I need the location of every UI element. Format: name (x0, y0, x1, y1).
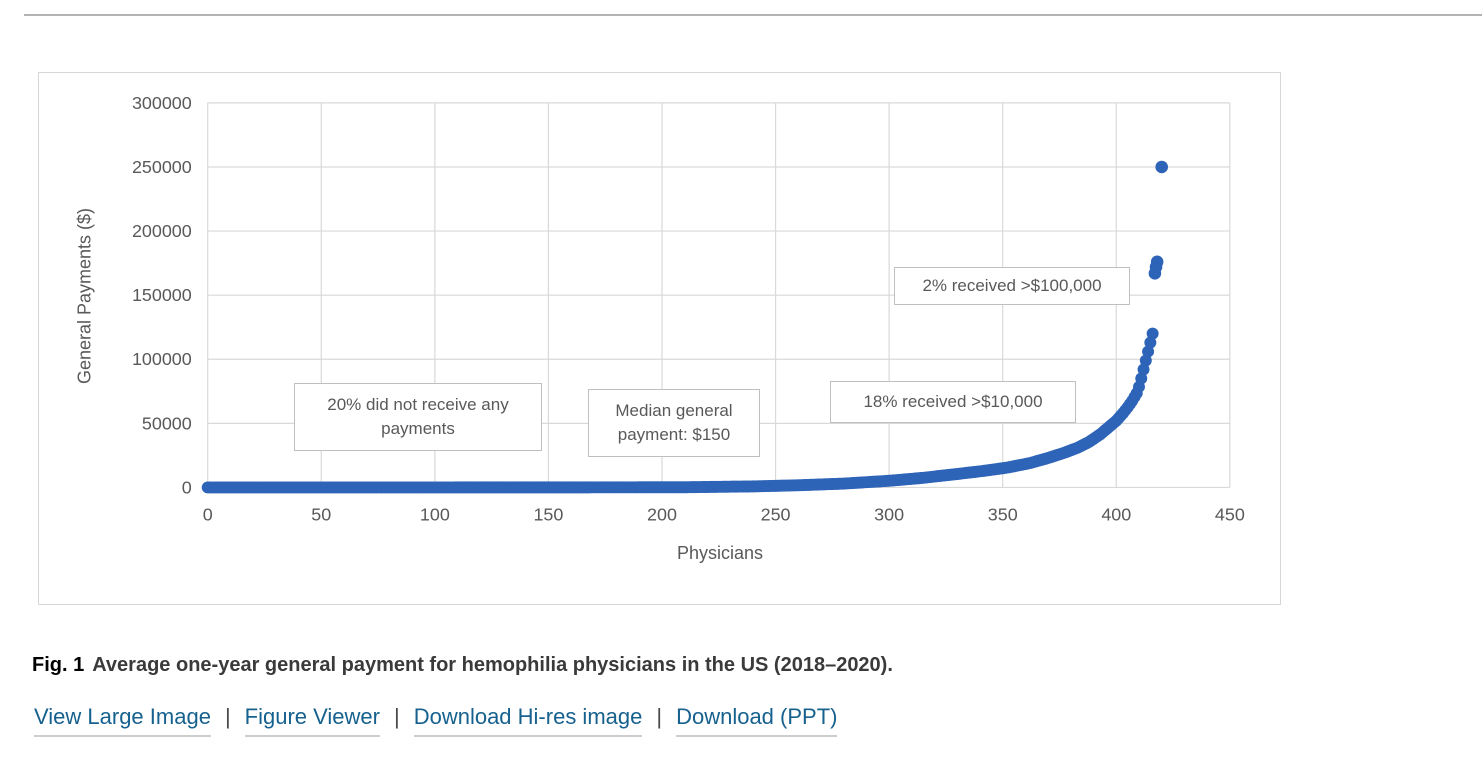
download-hires-link[interactable]: Download Hi-res image (413, 704, 643, 737)
figure-links: View Large Image | Figure Viewer | Downl… (34, 704, 838, 737)
x-tick-label: 0 (203, 504, 213, 524)
chart-svg: 0 50000 100000 150000 200000 250000 300000 0 50 1… (132, 93, 1245, 524)
top-divider (24, 14, 1482, 16)
x-tick-label: 300 (874, 504, 904, 524)
x-tick-label: 100 (420, 504, 450, 524)
x-tick-label: 250 (761, 504, 791, 524)
link-separator: | (656, 704, 663, 729)
outlier-point (1150, 255, 1164, 269)
x-axis-title: Physicians (676, 543, 764, 563)
x-tick-label: 400 (1101, 504, 1131, 524)
download-ppt-link[interactable]: Download (PPT) (676, 704, 838, 737)
data-point (1139, 354, 1152, 367)
figure-caption-text: Average one-year general payment for hem… (92, 654, 893, 676)
figure-viewer-link[interactable]: Figure Viewer (244, 704, 380, 737)
x-tick-label: 450 (1215, 504, 1245, 524)
outlier-point (1155, 160, 1168, 174)
y-axis-title: General Payments ($) (74, 207, 95, 385)
y-tick-label: 50000 (142, 413, 192, 433)
figure-caption-label: Fig. 1 (32, 654, 85, 676)
annotation-no-payments: 20% did not receive any payments (294, 383, 542, 451)
annotation-over-10000: 18% received >$10,000 (830, 381, 1076, 423)
link-separator: | (393, 704, 400, 729)
y-tick-label: 200000 (132, 221, 192, 241)
x-tick-label: 350 (988, 504, 1018, 524)
data-point (1142, 345, 1155, 358)
y-tick-label: 0 (182, 477, 192, 497)
x-tick-label: 150 (533, 504, 563, 524)
figure-image[interactable]: 0 50000 100000 150000 200000 250000 300000 0 50 1… (38, 72, 1281, 605)
annotation-median-payment: Median general payment: $150 (588, 389, 760, 457)
y-tick-label: 300000 (132, 93, 192, 113)
x-tick-label: 50 (311, 504, 331, 524)
data-point (1137, 363, 1150, 376)
data-point (1146, 327, 1159, 340)
data-point (1144, 336, 1157, 349)
link-separator: | (224, 704, 231, 729)
y-tick-label: 250000 (132, 157, 192, 177)
x-tick-label: 200 (647, 504, 677, 524)
data-point (1135, 372, 1148, 385)
y-tick-label: 100000 (132, 349, 192, 369)
view-large-image-link[interactable]: View Large Image (34, 704, 211, 737)
y-tick-label: 150000 (132, 285, 192, 305)
annotation-over-100000: 2% received >$100,000 (894, 267, 1130, 305)
figure-caption: Fig. 1 Average one-year general payment f… (32, 654, 893, 677)
